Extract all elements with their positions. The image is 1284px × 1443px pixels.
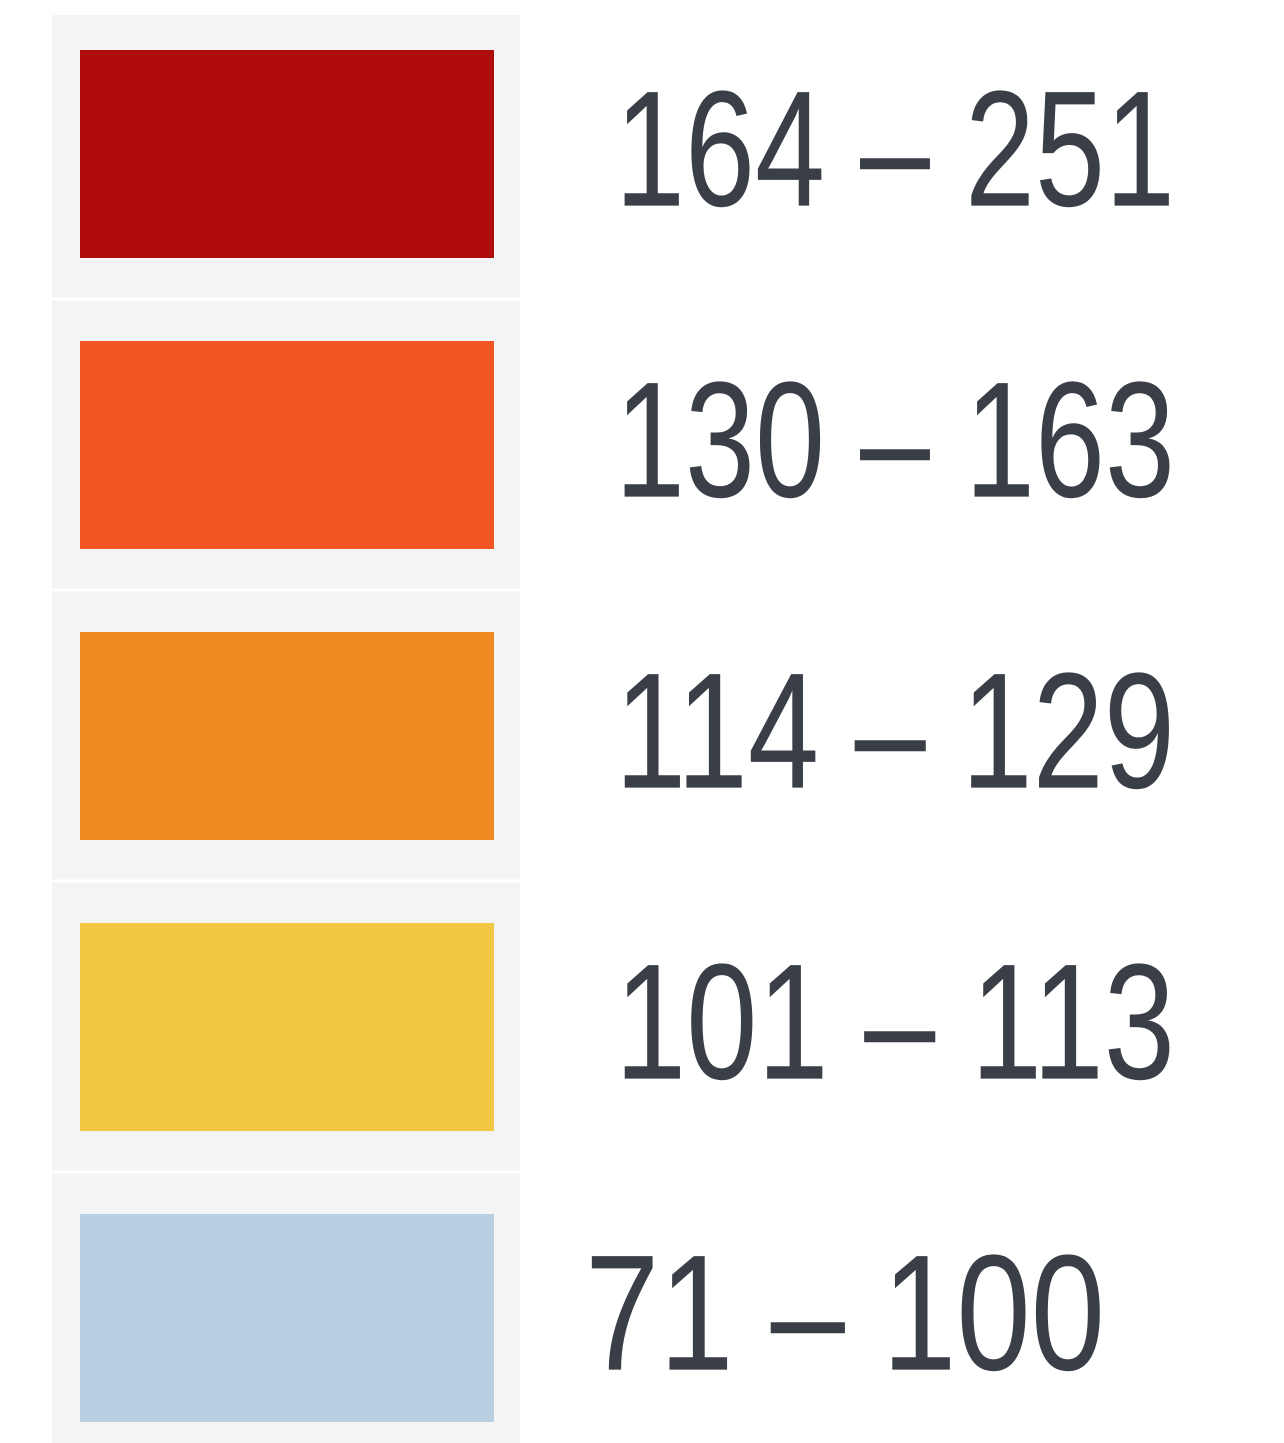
legend-label: 101 – 113 <box>615 930 1175 1114</box>
swatch <box>80 341 494 549</box>
swatch <box>80 632 494 840</box>
legend-label: 114 – 129 <box>615 639 1175 823</box>
swatch <box>80 1214 494 1422</box>
legend-label: 164 – 251 <box>615 57 1175 241</box>
legend-label: 130 – 163 <box>615 348 1175 532</box>
legend-label: 71 – 100 <box>585 1221 1105 1405</box>
swatch <box>80 50 494 258</box>
swatch <box>80 923 494 1131</box>
